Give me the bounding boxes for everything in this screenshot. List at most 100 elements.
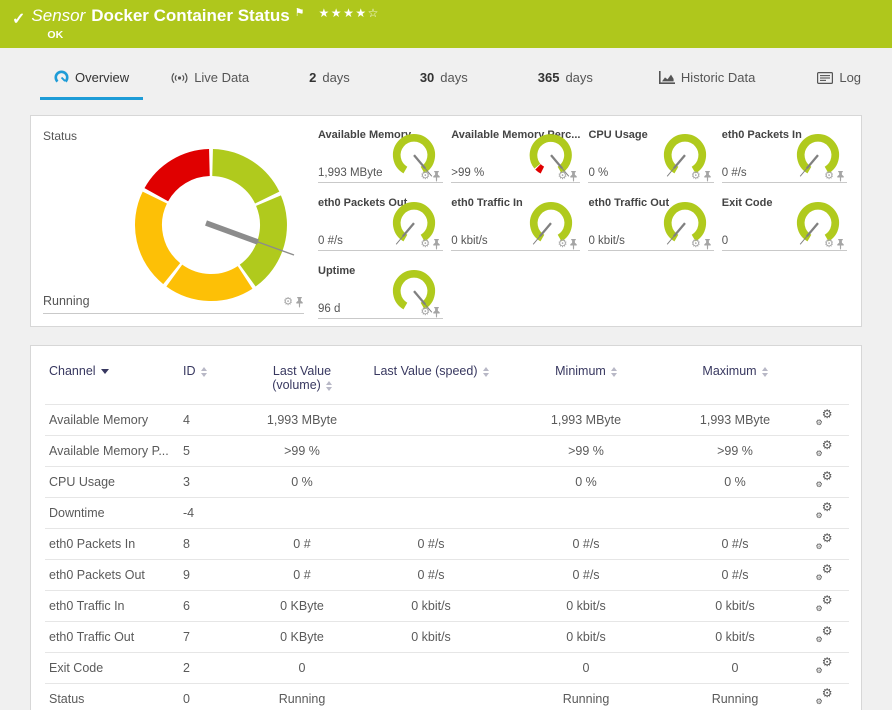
- channel-name: Status: [45, 683, 179, 710]
- sensor-header: ✓ Sensor Docker Container Status ⚑ ★★★★☆…: [0, 0, 892, 48]
- tab-30-days[interactable]: 30 days: [419, 70, 468, 85]
- pin-icon[interactable]: [569, 171, 578, 182]
- page-title: Docker Container Status: [91, 6, 290, 25]
- gauge-cell-available-memory-percent: Available Memory Perc... >99 % ⚙: [451, 129, 581, 183]
- column-header-maximum[interactable]: Maximum: [671, 350, 799, 405]
- sort-desc-icon: [100, 369, 109, 374]
- status-badge: OK: [47, 29, 64, 41]
- tab-live-data[interactable]: Live Data: [157, 70, 263, 100]
- pin-icon[interactable]: [836, 171, 845, 182]
- channel-table: Channel ID Last Value (volume) Last Valu…: [45, 350, 849, 710]
- mini-gauge-grid: Available Memory 1,993 MByte ⚙ Available…: [314, 116, 861, 326]
- channel-name: Available Memory P...: [45, 435, 179, 467]
- channel-name: Exit Code: [45, 652, 179, 684]
- channel-settings-icon[interactable]: ⚙ ⚙: [815, 562, 833, 582]
- channel-settings-icon[interactable]: ⚙ ⚙: [815, 500, 833, 520]
- channel-gear-icon[interactable]: ⚙: [283, 296, 293, 308]
- channel-gear-icon[interactable]: ⚙: [824, 238, 834, 250]
- channel-name: Available Memory: [45, 404, 179, 436]
- table-row: Available Memory P... 5 >99 % >99 % >99 …: [45, 435, 849, 467]
- channel-gear-icon[interactable]: ⚙: [824, 170, 834, 182]
- pin-icon[interactable]: [836, 239, 845, 250]
- pin-icon[interactable]: [703, 239, 712, 250]
- channel-settings-icon[interactable]: ⚙ ⚙: [815, 593, 833, 613]
- channel-gear-icon[interactable]: ⚙: [557, 170, 568, 182]
- channel-gear-icon[interactable]: ⚙: [690, 238, 701, 250]
- tab-365-days[interactable]: 365 days: [537, 70, 593, 85]
- pin-icon[interactable]: [569, 239, 578, 250]
- channel-name: Downtime: [45, 497, 179, 529]
- column-header-channel[interactable]: Channel: [45, 350, 179, 405]
- pin-icon[interactable]: [432, 239, 441, 250]
- object-kind-label: Sensor: [31, 6, 86, 25]
- column-header-minimum[interactable]: Minimum: [501, 350, 671, 405]
- pin-icon[interactable]: [703, 171, 712, 182]
- column-header-last-value-volume[interactable]: Last Value (volume): [272, 364, 332, 392]
- status-overview-panel: Status Running ⚙ Available Me: [30, 115, 862, 327]
- priority-stars[interactable]: ★★★★☆: [318, 6, 380, 20]
- column-header-actions: [799, 350, 849, 405]
- table-row: Status 0 Running Running Running ⚙ ⚙: [45, 683, 849, 710]
- sort-icon: [761, 367, 768, 377]
- channel-name: eth0 Packets Out: [45, 559, 179, 591]
- channel-name: eth0 Traffic Out: [45, 621, 179, 653]
- table-row: eth0 Packets In 8 0 # 0 #/s 0 #/s 0 #/s …: [45, 528, 849, 560]
- status-donut-gauge: [135, 149, 295, 301]
- sort-icon: [200, 367, 207, 377]
- tab-overview[interactable]: Overview: [40, 70, 144, 100]
- table-row: CPU Usage 3 0 % 0 % 0 % ⚙ ⚙: [45, 466, 849, 498]
- table-row: Downtime -4 ⚙ ⚙: [45, 497, 849, 529]
- live-data-icon: [171, 72, 188, 83]
- table-row: eth0 Packets Out 9 0 # 0 #/s 0 #/s 0 #/s…: [45, 559, 849, 591]
- channel-name: eth0 Packets In: [45, 528, 179, 560]
- table-row: eth0 Traffic In 6 0 KByte 0 kbit/s 0 kbi…: [45, 590, 849, 622]
- gauge-cell-uptime: Uptime 96 d ⚙: [318, 265, 444, 319]
- pin-icon[interactable]: [432, 171, 441, 182]
- log-icon: [817, 71, 834, 84]
- channel-settings-icon[interactable]: ⚙ ⚙: [815, 438, 833, 458]
- channel-gear-icon[interactable]: ⚙: [557, 238, 568, 250]
- channel-gear-icon[interactable]: ⚙: [420, 170, 431, 182]
- channel-settings-icon[interactable]: ⚙ ⚙: [815, 686, 833, 706]
- channel-gear-icon[interactable]: ⚙: [690, 170, 701, 182]
- tab-historic-data[interactable]: Historic Data: [645, 70, 769, 100]
- sort-icon: [482, 367, 489, 377]
- channel-gear-icon[interactable]: ⚙: [420, 306, 431, 318]
- status-check-icon: ✓: [12, 11, 26, 28]
- pin-icon[interactable]: [295, 297, 304, 308]
- gauge-cell-cpu-usage: CPU Usage 0 % ⚙: [588, 129, 714, 183]
- channel-table-panel: Channel ID Last Value (volume) Last Valu…: [30, 345, 862, 710]
- status-gauge-value: Running: [43, 294, 90, 308]
- column-header-last-value-speed[interactable]: Last Value (speed): [361, 350, 501, 405]
- channel-settings-icon[interactable]: ⚙ ⚙: [815, 407, 833, 427]
- gauge-title: Status: [43, 129, 78, 143]
- channel-gear-icon[interactable]: ⚙: [420, 238, 431, 250]
- channel-name: eth0 Traffic In: [45, 590, 179, 622]
- channel-settings-icon[interactable]: ⚙ ⚙: [815, 655, 833, 675]
- status-gauge-cell: Status Running ⚙: [31, 116, 314, 326]
- tab-2-days[interactable]: 2 days: [309, 70, 350, 85]
- channel-settings-icon[interactable]: ⚙ ⚙: [815, 531, 833, 551]
- pin-icon[interactable]: [432, 307, 441, 318]
- gauge-cell-eth0-packets-in: eth0 Packets In 0 #/s ⚙: [721, 129, 847, 183]
- gauge-cell-eth0-traffic-in: eth0 Traffic In 0 kbit/s ⚙: [451, 197, 581, 251]
- gauge-icon: [54, 70, 69, 83]
- tab-bar: Overview Live Data 2 days 30 days 365 da…: [0, 48, 892, 100]
- table-row: Available Memory 4 1,993 MByte 1,993 MBy…: [45, 404, 849, 436]
- gauge-cell-eth0-packets-out: eth0 Packets Out 0 #/s ⚙: [318, 197, 444, 251]
- table-row: eth0 Traffic Out 7 0 KByte 0 kbit/s 0 kb…: [45, 621, 849, 653]
- gauge-cell-exit-code: Exit Code 0 ⚙: [721, 197, 847, 251]
- chart-icon: [658, 71, 675, 84]
- sort-icon: [325, 381, 332, 391]
- channel-settings-icon[interactable]: ⚙ ⚙: [815, 624, 833, 644]
- tab-log[interactable]: Log: [803, 70, 875, 100]
- gauge-needle: [205, 220, 295, 256]
- channel-settings-icon[interactable]: ⚙ ⚙: [815, 469, 833, 489]
- gauge-cell-eth0-traffic-out: eth0 Traffic Out 0 kbit/s ⚙: [588, 197, 714, 251]
- table-row: Exit Code 2 0 0 0 ⚙ ⚙: [45, 652, 849, 684]
- flag-icon[interactable]: ⚑: [294, 6, 305, 19]
- column-header-id[interactable]: ID: [179, 350, 243, 405]
- channel-name: CPU Usage: [45, 466, 179, 498]
- gauge-cell-available-memory: Available Memory 1,993 MByte ⚙: [318, 129, 444, 183]
- sort-icon: [610, 367, 617, 377]
